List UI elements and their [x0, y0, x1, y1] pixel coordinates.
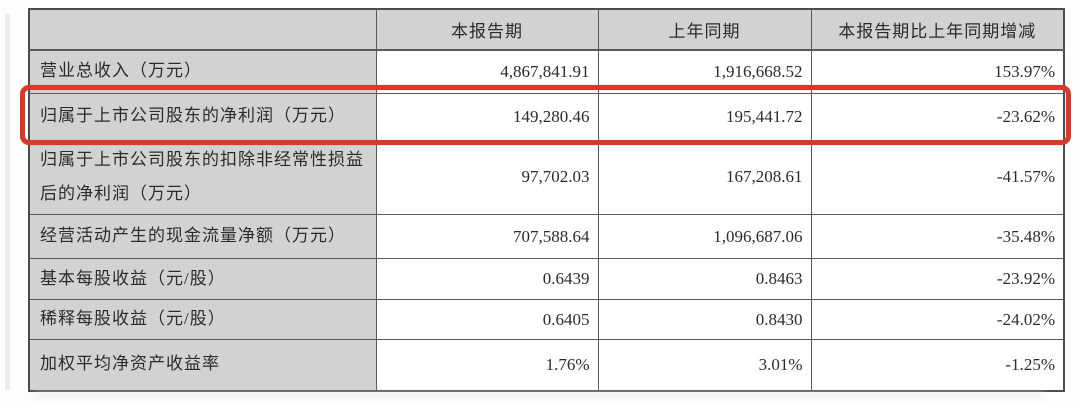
col-header-indicator	[28, 8, 377, 51]
cell-change: -23.92%	[810, 258, 1065, 301]
cell-prior: 3.01%	[597, 339, 812, 392]
row-label: 营业总收入（万元）	[28, 49, 377, 94]
table-row-weighted-avg-roe: 加权平均净资产收益率 1.76% 3.01% -1.25%	[28, 339, 1065, 392]
cell-current: 0.6405	[375, 299, 599, 341]
row-label: 基本每股收益（元/股）	[28, 258, 377, 301]
cell-prior: 195,441.72	[597, 92, 812, 141]
row-label: 经营活动产生的现金流量净额（万元）	[28, 214, 377, 260]
cell-current: 0.6439	[375, 258, 599, 301]
cell-prior: 0.8463	[597, 258, 812, 301]
row-label: 稀释每股收益（元/股）	[28, 299, 377, 341]
financial-summary-table: 本报告期 上年同期 本报告期比上年同期增减 营业总收入（万元） 4,867,84…	[28, 8, 1065, 392]
cell-change: -23.62%	[810, 92, 1065, 141]
table-header-row: 本报告期 上年同期 本报告期比上年同期增减	[28, 8, 1065, 51]
page-edge-artifact	[5, 14, 10, 390]
cell-current: 97,702.03	[375, 139, 599, 216]
col-header-current-period: 本报告期	[375, 8, 599, 51]
table-row-operating-cash-flow: 经营活动产生的现金流量净额（万元） 707,588.64 1,096,687.0…	[28, 214, 1065, 260]
cell-prior: 0.8430	[597, 299, 812, 341]
col-header-prior-period: 上年同期	[597, 8, 812, 51]
cell-prior: 1,916,668.52	[597, 49, 812, 94]
cell-prior: 167,208.61	[597, 139, 812, 216]
cell-change: 153.97%	[810, 49, 1065, 94]
cell-change: -24.02%	[810, 299, 1065, 341]
cell-current: 1.76%	[375, 339, 599, 392]
cell-change: -1.25%	[810, 339, 1065, 392]
col-header-change: 本报告期比上年同期增减	[810, 8, 1065, 51]
table-row-net-profit-excl-nonrecurring: 归属于上市公司股东的扣除非经常性损益后的净利润（万元） 97,702.03 16…	[28, 139, 1065, 216]
row-label: 归属于上市公司股东的净利润（万元）	[28, 92, 377, 141]
cell-change: -35.48%	[810, 214, 1065, 260]
cell-current: 707,588.64	[375, 214, 599, 260]
table-bottom-shadow	[34, 392, 1044, 398]
cell-current: 4,867,841.91	[375, 49, 599, 94]
cell-change: -41.57%	[810, 139, 1065, 216]
table-row-basic-eps: 基本每股收益（元/股） 0.6439 0.8463 -23.92%	[28, 258, 1065, 301]
row-label: 归属于上市公司股东的扣除非经常性损益后的净利润（万元）	[28, 139, 377, 216]
table-row-net-profit: 归属于上市公司股东的净利润（万元） 149,280.46 195,441.72 …	[28, 92, 1065, 141]
table-row-diluted-eps: 稀释每股收益（元/股） 0.6405 0.8430 -24.02%	[28, 299, 1065, 341]
table-row-total-revenue: 营业总收入（万元） 4,867,841.91 1,916,668.52 153.…	[28, 49, 1065, 94]
row-label: 加权平均净资产收益率	[28, 339, 377, 392]
cell-current: 149,280.46	[375, 92, 599, 141]
cell-prior: 1,096,687.06	[597, 214, 812, 260]
